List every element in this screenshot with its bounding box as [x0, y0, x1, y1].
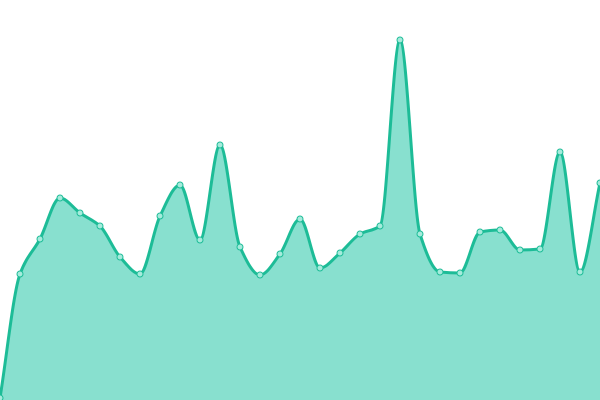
data-point-2 — [36, 235, 44, 243]
data-point-1 — [16, 270, 24, 278]
data-point-12 — [236, 243, 244, 251]
data-point-16 — [316, 264, 324, 272]
data-point-10 — [196, 236, 204, 244]
data-point-11 — [216, 141, 224, 149]
data-point-20 — [396, 36, 404, 44]
data-point-22 — [436, 268, 444, 276]
data-point-7 — [136, 270, 144, 278]
data-point-14 — [276, 250, 284, 258]
data-point-3 — [56, 194, 64, 202]
data-point-18 — [356, 230, 364, 238]
data-point-17 — [336, 249, 344, 257]
data-markers — [0, 36, 600, 400]
data-point-4 — [76, 209, 84, 217]
data-point-8 — [156, 212, 164, 220]
data-point-30 — [596, 179, 600, 187]
data-point-28 — [556, 148, 564, 156]
data-point-27 — [536, 245, 544, 253]
data-point-25 — [496, 226, 504, 234]
data-point-5 — [96, 222, 104, 230]
data-point-26 — [516, 246, 524, 254]
data-point-21 — [416, 230, 424, 238]
data-point-24 — [476, 228, 484, 236]
data-point-9 — [176, 181, 184, 189]
data-point-13 — [256, 271, 264, 279]
data-point-23 — [456, 269, 464, 277]
data-point-19 — [376, 222, 384, 230]
data-point-6 — [116, 253, 124, 261]
data-point-15 — [296, 215, 304, 223]
data-point-0 — [0, 394, 4, 400]
data-point-29 — [576, 268, 584, 276]
